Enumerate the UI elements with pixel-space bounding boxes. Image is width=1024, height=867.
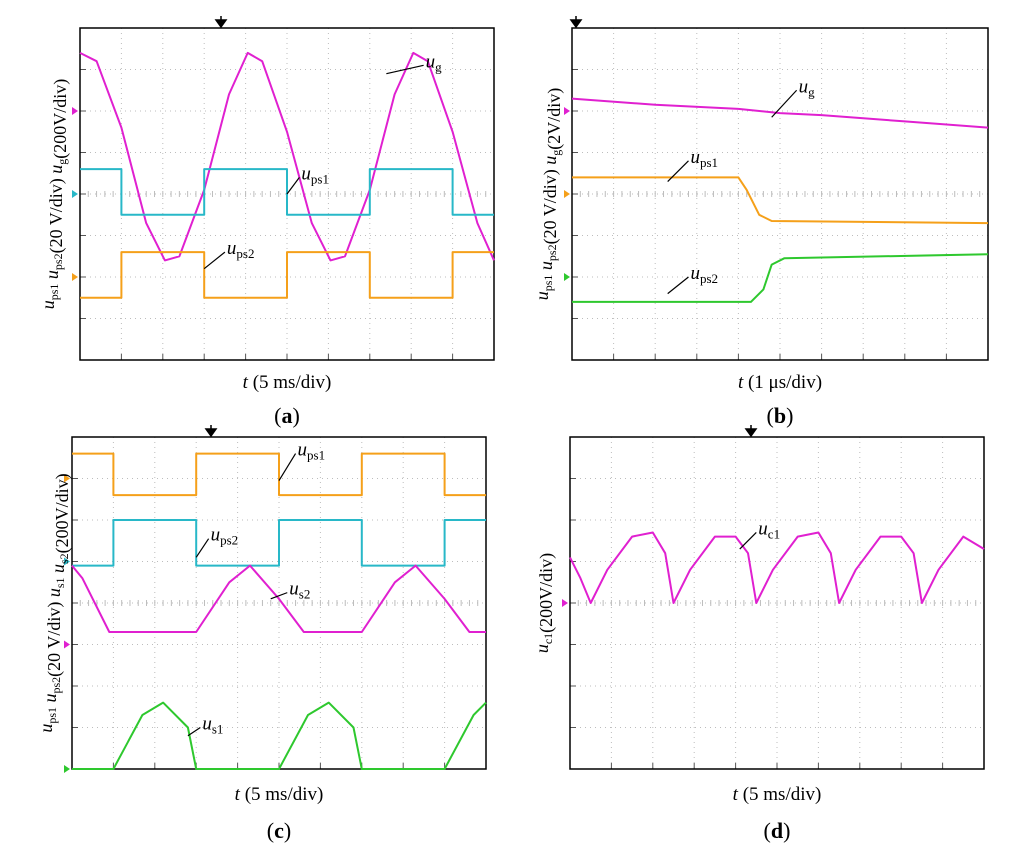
label-u_s1: us1 [202,714,223,737]
plot-frame [569,436,985,770]
label-u_ps2: ups2 [690,263,718,286]
series-u_ps1 [80,168,494,216]
channel-marker-icon [72,190,78,198]
panel-c: ups1 ups2 us2 us1 t (5 ms/div) ups1 ups2(20 V… [36,425,487,843]
label-leader [195,538,210,558]
panel-caption: (c) [267,818,291,843]
channel-marker-icon [64,474,70,483]
panel-b: ug ups1 ups2 t (1 μs/div) ups1 ups2(20 V/div… [532,16,989,428]
x-axis-label: t (5 ms/div) [235,784,324,805]
y-axis-label: uc1(200V/div) [532,553,557,653]
label-u_ps1: ups1 [301,163,329,186]
label-u_c1: uc1 [758,518,780,541]
plot-frame [79,27,495,361]
x-axis-label: t (5 ms/div) [733,784,822,805]
series-u_ps1 [72,452,486,497]
label-u_ps1: ups1 [690,147,718,170]
panel-a: ug ups1 ups2 t (5 ms/div) ups1 ups2(20 V/div… [38,16,495,428]
trigger-arrow-icon [214,16,228,29]
series-u_s2 [71,564,486,633]
series-u_ps2 [72,519,486,567]
panel-d: uc1 t (5 ms/div) uc1(200V/div) (d) [532,425,985,843]
label-leader [286,177,300,195]
label-leader [203,251,226,270]
label-u_ps2: ups2 [227,238,255,261]
trigger-arrow-icon [569,16,583,29]
channel-marker-icon [562,599,568,607]
y-axis-label: ups1 ups2(20 V/div) us1 us2(200V/div) [36,473,73,732]
channel-marker-icon [64,557,70,566]
series-u_ps1 [572,176,989,225]
panel-caption: (d) [764,818,791,843]
series-u_ps2 [80,251,494,299]
label-leader [771,89,798,118]
channel-marker-icon [564,273,570,281]
channel-marker-icon [64,765,70,773]
x-axis-label: t (1 μs/div) [738,372,822,393]
label-leader [270,592,288,600]
channel-marker-icon [72,107,78,115]
trigger-arrow-icon [204,425,218,438]
series-u_g [571,97,989,129]
label-u_g: ug [799,76,816,99]
label-leader [187,727,201,737]
series-u_s1 [72,701,487,770]
panel-caption: (a) [274,403,300,428]
label-u_ps2: ups2 [211,525,239,548]
label-leader [278,453,297,481]
x-axis-label: t (5 ms/div) [243,372,332,393]
label-leader [386,64,424,75]
panel-caption: (b) [767,403,794,428]
label-leader [667,276,689,295]
channel-marker-icon [564,190,570,198]
label-u_ps1: ups1 [298,440,326,463]
plot-frame [571,27,989,361]
label-leader [667,160,689,182]
label-leader [739,532,757,550]
series-u_ps2 [572,253,989,303]
label-u_s2: us2 [289,579,310,602]
y-axis-label: ups1 ups2(20 V/div) ug(2V/div) [532,88,565,301]
label-u_g: ug [426,51,443,74]
channel-marker-icon [64,640,70,649]
channel-marker-icon [72,273,78,281]
y-axis-label: ups1 ups2(20 V/div) ug(200V/div) [38,79,71,310]
series-u_g [79,51,495,262]
trigger-arrow-icon [744,425,758,438]
channel-marker-icon [564,107,570,115]
series-u_c1 [569,531,985,604]
